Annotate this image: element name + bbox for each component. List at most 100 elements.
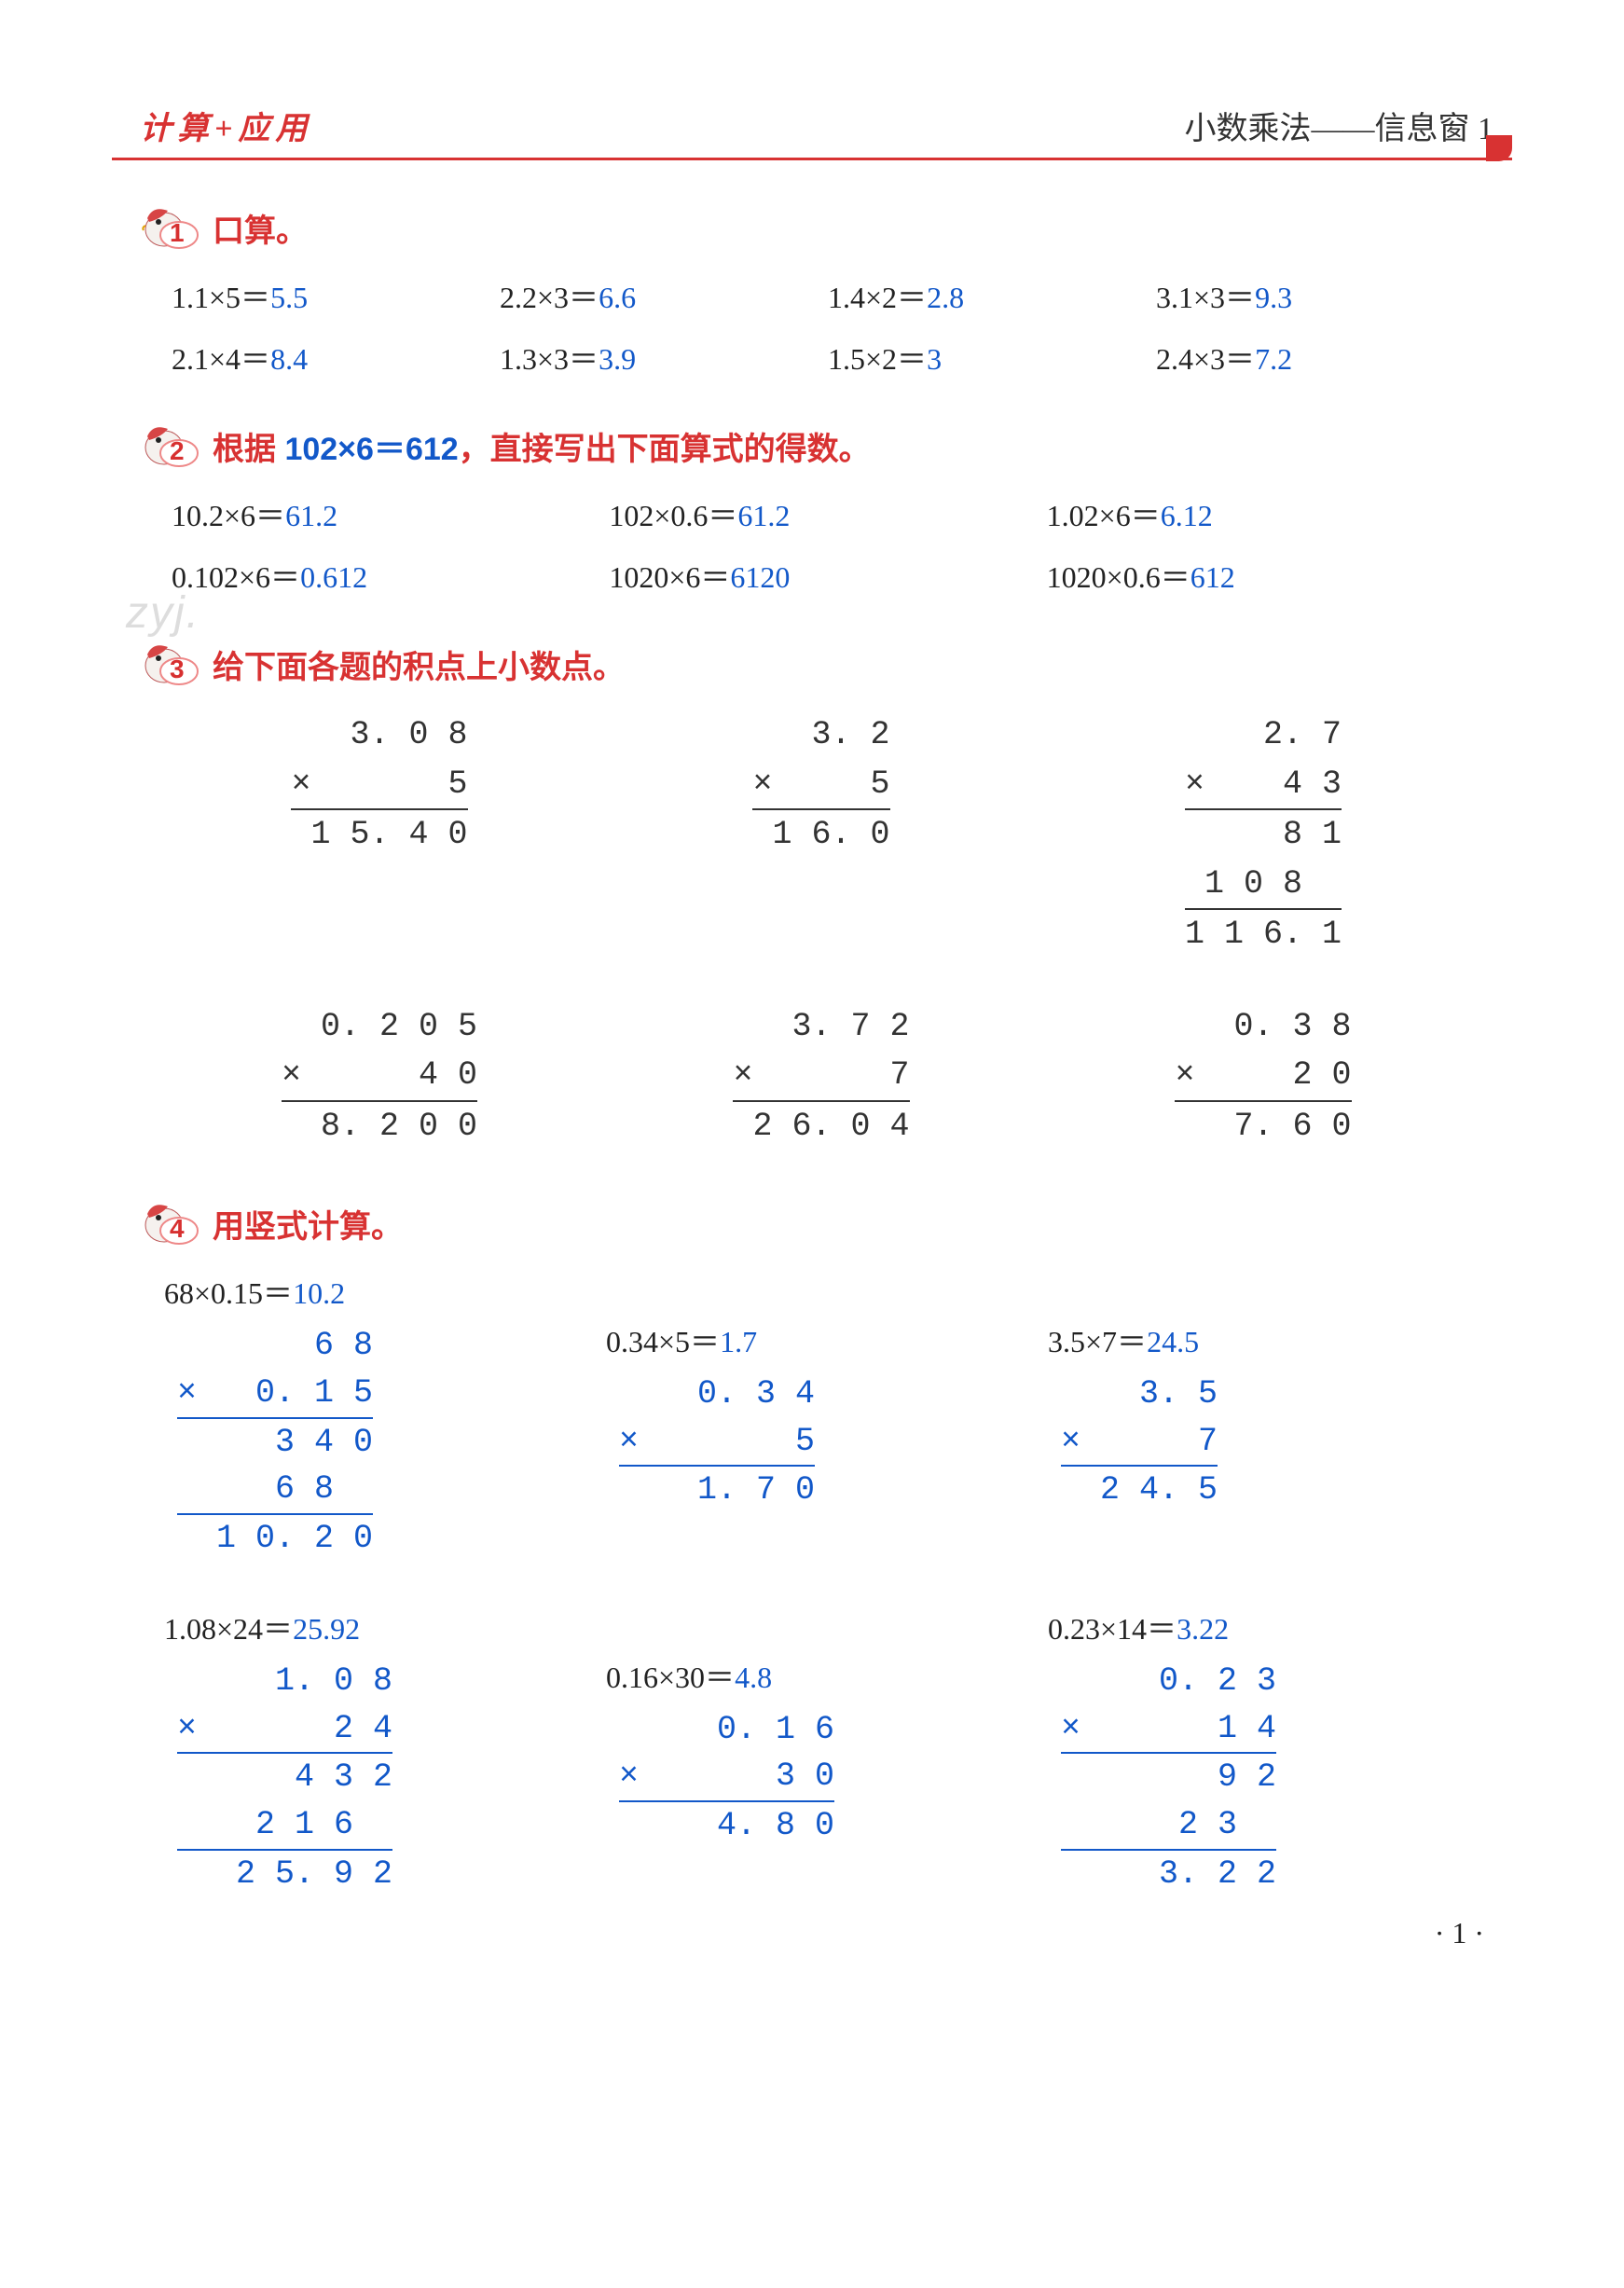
section-2-title: 根据 102×6＝612，直接写出下面算式的得数。: [213, 423, 871, 469]
equation-expr: 10.2×6＝: [172, 499, 285, 532]
equation-expr: 2.1×4＝: [172, 342, 270, 376]
equation-expr: 0.102×6＝: [172, 560, 300, 594]
calc-headline: 68×0.15＝10.2: [158, 1270, 345, 1313]
equation-answer: 3.22: [1177, 1612, 1229, 1646]
equation-expr: 1.4×2＝: [828, 281, 927, 314]
equation-expr: 1.1×5＝: [172, 281, 270, 314]
equation-cell: 1.3×3＝3.9: [500, 336, 828, 379]
section-1-head: 1 口算。: [140, 198, 1484, 257]
equation-answer: 61.2: [737, 499, 790, 532]
equation-answer: 4.8: [735, 1661, 772, 1694]
equation-answer: 8.4: [270, 342, 308, 376]
page: zyj. 计算+应用 小数乘法——信息窗 1 1 口算。 1.1×5＝5.52.…: [0, 0, 1624, 1997]
calc-headline: 1.08×24＝25.92: [158, 1606, 360, 1648]
equation-answer: 6.6: [599, 281, 636, 314]
bird-icon: 3: [140, 634, 200, 694]
section-4-title: 用竖式计算。: [213, 1201, 403, 1247]
equation-answer: 3.9: [599, 342, 636, 376]
section-1-title: 口算。: [213, 205, 308, 251]
section-3: 3 给下面各题的积点上小数点。 3. 0 8 × 5 1 5. 4 03. 2 …: [112, 634, 1512, 1151]
equation-cell: 2.1×4＝8.4: [172, 336, 500, 379]
equation-answer: 9.3: [1255, 281, 1292, 314]
section-4-group1: 68×0.15＝10.26 8 × 0. 1 5 3 4 0 6 8 1 0. …: [140, 1270, 1484, 1563]
vertical-calc: 3. 2 × 5 1 6. 0: [600, 710, 1042, 959]
s2-title-pre: 根据: [213, 432, 284, 467]
page-number: · 1 ·: [1435, 1916, 1484, 1950]
s2-title-hl: 102×6＝612: [284, 432, 458, 467]
equation-answer: 7.2: [1255, 342, 1292, 376]
section-2-head: 2 根据 102×6＝612，直接写出下面算式的得数。: [140, 416, 1484, 476]
equation-answer: 1.7: [720, 1325, 757, 1358]
bird-icon: 2: [140, 416, 200, 476]
equation-expr: 68×0.15＝: [164, 1276, 293, 1310]
section-4-number: 4: [170, 1214, 185, 1244]
equation-cell: 2.4×3＝7.2: [1156, 336, 1484, 379]
section-1-rows: 1.1×5＝5.52.2×3＝6.61.4×2＝2.83.1×3＝9.32.1×…: [140, 274, 1484, 379]
equation-answer: 5.5: [270, 281, 308, 314]
equation-row: 0.102×6＝0.6121020×6＝61201020×0.6＝612: [140, 554, 1484, 597]
equation-row: 10.2×6＝61.2102×0.6＝61.21.02×6＝6.12: [140, 492, 1484, 535]
equation-expr: 2.2×3＝: [500, 281, 599, 314]
equation-expr: 3.5×7＝: [1048, 1325, 1147, 1358]
vertical-calc: 2. 7 × 4 3 8 1 1 0 8 1 1 6. 1: [1042, 710, 1484, 959]
equation-answer: 612: [1190, 560, 1235, 594]
equation-cell: 1020×0.6＝612: [1047, 554, 1484, 597]
equation-answer: 25.92: [293, 1612, 360, 1646]
equation-expr: 1.5×2＝: [828, 342, 927, 376]
equation-cell: 0.102×6＝0.612: [172, 554, 609, 597]
section-3-number: 3: [170, 655, 185, 684]
calc-headline: 0.34×5＝1.7: [600, 1318, 757, 1361]
equation-expr: 1020×0.6＝: [1047, 560, 1190, 594]
equation-answer: 24.5: [1147, 1325, 1199, 1358]
vertical-calc: 0.34×5＝1.70. 3 4 × 5 1. 7 0: [600, 1270, 1042, 1563]
section-1-number: 1: [170, 218, 185, 248]
equation-expr: 2.4×3＝: [1156, 342, 1255, 376]
equation-cell: 102×0.6＝61.2: [609, 492, 1046, 535]
section-1: 1 口算。 1.1×5＝5.52.2×3＝6.61.4×2＝2.83.1×3＝9…: [112, 198, 1512, 379]
vertical-calc: 3. 0 8 × 5 1 5. 4 0: [158, 710, 600, 959]
bird-icon: 4: [140, 1193, 200, 1253]
s2-title-post: ，直接写出下面算式的得数。: [459, 432, 871, 467]
section-3-title: 给下面各题的积点上小数点。: [213, 641, 625, 687]
vertical-calc: 3.5×7＝24.53. 5 × 7 2 4. 5: [1042, 1270, 1484, 1563]
equation-answer: 0.612: [300, 560, 367, 594]
equation-cell: 1.02×6＝6.12: [1047, 492, 1484, 535]
section-2: 2 根据 102×6＝612，直接写出下面算式的得数。 10.2×6＝61.21…: [112, 416, 1512, 597]
equation-expr: 1.08×24＝: [164, 1612, 293, 1646]
section-3-group2: 0. 2 0 5 × 4 0 8. 2 0 03. 7 2 × 7 2 6. 0…: [140, 1002, 1484, 1151]
section-4: 4 用竖式计算。 68×0.15＝10.26 8 × 0. 1 5 3 4 0 …: [112, 1193, 1512, 1898]
section-3-head: 3 给下面各题的积点上小数点。: [140, 634, 1484, 694]
calc-headline: 0.16×30＝4.8: [600, 1654, 772, 1697]
equation-cell: 1.1×5＝5.5: [172, 274, 500, 317]
section-3-group1: 3. 0 8 × 5 1 5. 4 03. 2 × 5 1 6. 02. 7 ×…: [140, 710, 1484, 959]
equation-cell: 10.2×6＝61.2: [172, 492, 609, 535]
equation-answer: 6.12: [1161, 499, 1213, 532]
equation-row: 1.1×5＝5.52.2×3＝6.61.4×2＝2.83.1×3＝9.3: [140, 274, 1484, 317]
equation-expr: 0.34×5＝: [606, 1325, 720, 1358]
equation-expr: 1.02×6＝: [1047, 499, 1161, 532]
equation-cell: 2.2×3＝6.6: [500, 274, 828, 317]
equation-cell: 1020×6＝6120: [609, 554, 1046, 597]
equation-row: 2.1×4＝8.41.3×3＝3.91.5×2＝32.4×3＝7.2: [140, 336, 1484, 379]
equation-answer: 2.8: [927, 281, 964, 314]
vertical-calc: 68×0.15＝10.26 8 × 0. 1 5 3 4 0 6 8 1 0. …: [158, 1270, 600, 1563]
vertical-calc: 0. 3 8 × 2 0 7. 6 0: [1042, 1002, 1484, 1151]
equation-answer: 10.2: [293, 1276, 345, 1310]
equation-expr: 3.1×3＝: [1156, 281, 1255, 314]
vertical-calc: 0.23×14＝3.220. 2 3 × 1 4 9 2 2 3 3. 2 2: [1042, 1606, 1484, 1898]
bird-icon: 1: [140, 198, 200, 257]
vertical-calc: 0.16×30＝4.80. 1 6 × 3 0 4. 8 0: [600, 1606, 1042, 1898]
equation-cell: 1.4×2＝2.8: [828, 274, 1156, 317]
calc-headline: 3.5×7＝24.5: [1042, 1318, 1199, 1361]
equation-cell: 1.5×2＝3: [828, 336, 1156, 379]
equation-expr: 0.23×14＝: [1048, 1612, 1177, 1646]
section-4-head: 4 用竖式计算。: [140, 1193, 1484, 1253]
header-left: 计算+应用: [140, 103, 312, 148]
equation-answer: 61.2: [285, 499, 337, 532]
page-header: 计算+应用 小数乘法——信息窗 1: [112, 103, 1512, 160]
equation-expr: 102×0.6＝: [609, 499, 737, 532]
section-4-group2: 1.08×24＝25.921. 0 8 × 2 4 4 3 2 2 1 6 2 …: [140, 1606, 1484, 1898]
section-2-number: 2: [170, 436, 185, 466]
equation-expr: 0.16×30＝: [606, 1661, 735, 1694]
equation-cell: 3.1×3＝9.3: [1156, 274, 1484, 317]
